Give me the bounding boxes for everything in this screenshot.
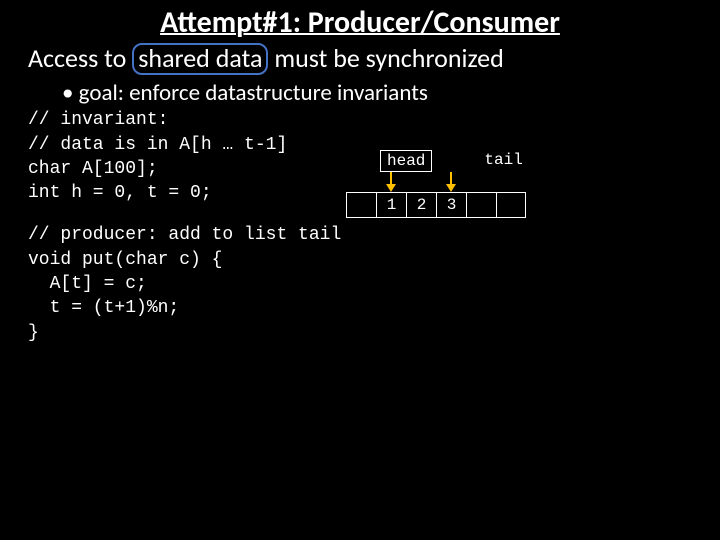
subtitle-pre: Access to: [28, 42, 132, 74]
cell: 2: [406, 192, 436, 218]
cell: [346, 192, 376, 218]
tail-label: tail: [478, 150, 528, 170]
cell: 1: [376, 192, 406, 218]
cell: [466, 192, 496, 218]
head-arrow: [386, 172, 396, 192]
shared-data-box: shared data: [132, 43, 268, 75]
tail-arrow: [446, 172, 456, 192]
cell: 3: [436, 192, 466, 218]
code-block-2: // producer: add to list tail void put(c…: [0, 223, 720, 344]
subtitle-post: must be synchronized: [268, 42, 503, 74]
head-label: head: [380, 150, 432, 172]
goal-bullet: goal: enforce datastructure invariants: [0, 81, 720, 106]
subtitle: Access to shared data must be synchroniz…: [0, 43, 720, 75]
slide-title: Attempt#1: Producer/Consumer: [0, 0, 720, 41]
cell: [496, 192, 526, 218]
label-row: head tail: [346, 150, 529, 192]
queue-diagram: head tail 123: [346, 150, 529, 218]
cells-row: 123: [346, 192, 529, 218]
